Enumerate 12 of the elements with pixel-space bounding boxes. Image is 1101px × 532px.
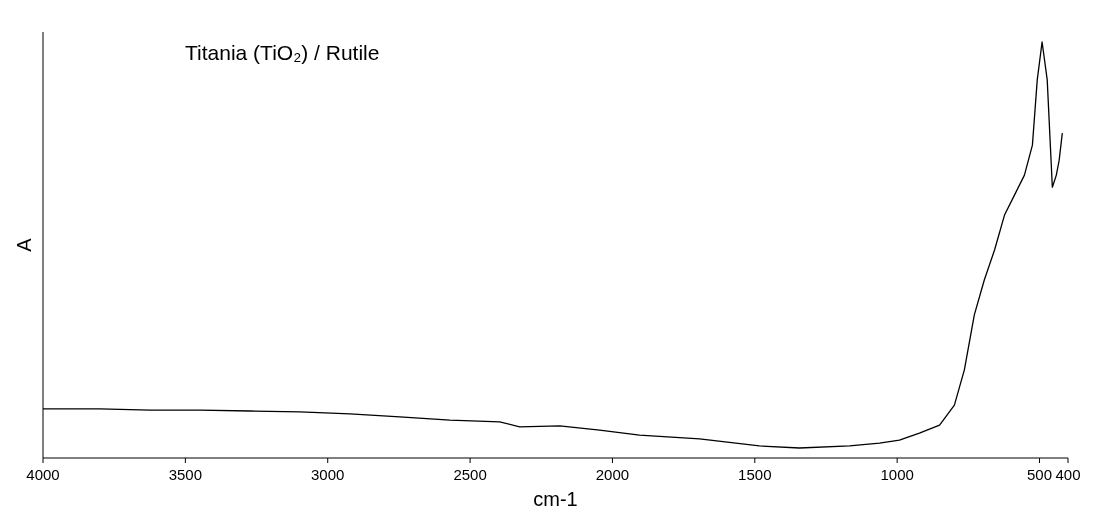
- x-tick-label: 500: [1027, 466, 1053, 483]
- x-tick-label: 3000: [311, 466, 345, 483]
- x-tick-label: 400: [1055, 466, 1081, 483]
- y-axis-title: A: [13, 237, 35, 252]
- x-tick-label: 4000: [26, 466, 60, 483]
- x-tick-label: 3500: [168, 466, 203, 483]
- x-axis-title: cm-1: [533, 488, 578, 510]
- x-tick-label: 2000: [595, 466, 630, 483]
- x-tick-label: 1000: [880, 466, 914, 483]
- x-tick-label: 1500: [738, 466, 772, 483]
- x-tick-label: 2500: [453, 466, 487, 483]
- chart-title: Titania (TiO₂) / Rutile: [185, 41, 380, 64]
